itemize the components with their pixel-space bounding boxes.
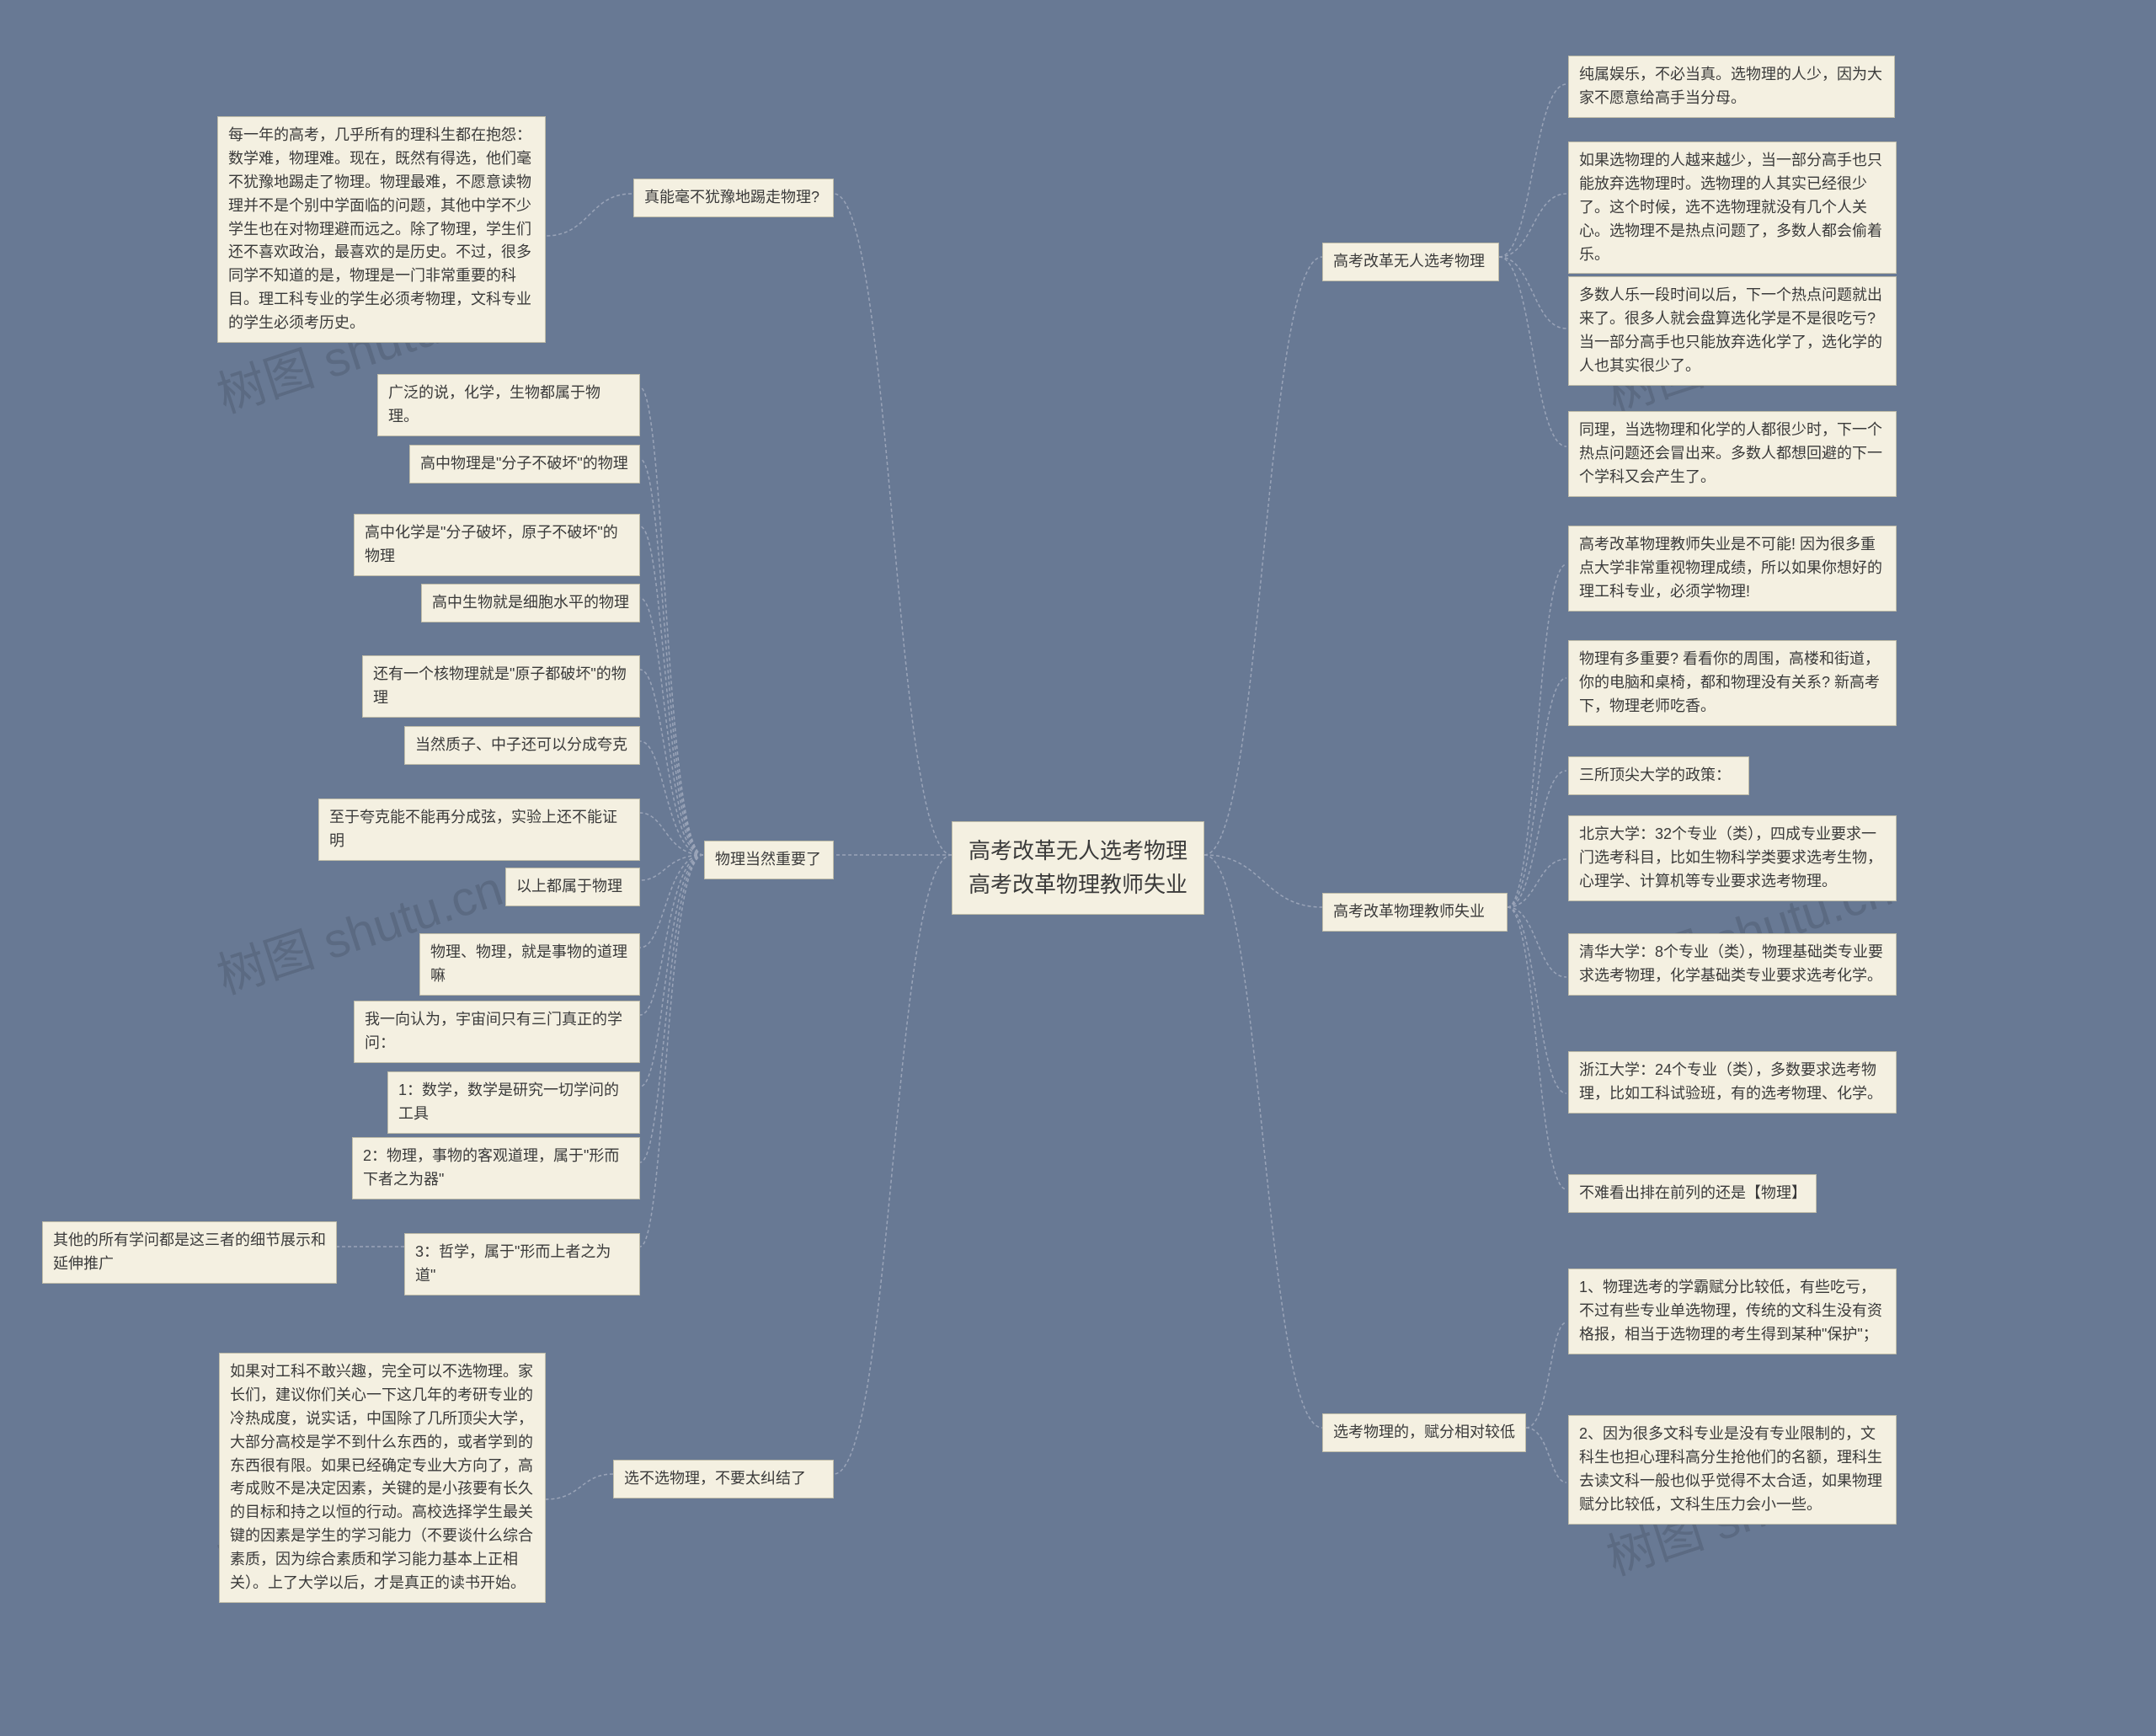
right-1-c: 多数人乐一段时间以后，下一个热点问题就出来了。很多人就会盘算选化学是不是很吃亏?…	[1568, 276, 1897, 386]
left-2-l: 2：物理，事物的客观道理，属于"形而下者之为器"	[352, 1137, 640, 1199]
branch-left-1: 真能毫不犹豫地踢走物理?	[633, 179, 834, 217]
left-2-j: 我一向认为，宇宙间只有三门真正的学问：	[354, 1001, 640, 1063]
left-3-a: 如果对工科不敢兴趣，完全可以不选物理。家长们，建议你们关心一下这几年的考研专业的…	[219, 1353, 546, 1603]
left-2-c: 高中化学是"分子破坏，原子不破坏"的物理	[354, 514, 640, 576]
right-2-f: 浙江大学：24个专业（类），多数要求选考物理，比如工科试验班，有的选考物理、化学…	[1568, 1051, 1897, 1114]
right-1-d: 同理，当选物理和化学的人都很少时，下一个热点问题还会冒出来。多数人都想回避的下一…	[1568, 411, 1897, 497]
branch-right-2: 高考改革物理教师失业	[1322, 893, 1508, 932]
right-2-g: 不难看出排在前列的还是【物理】	[1568, 1174, 1817, 1213]
left-2-e: 还有一个核物理就是"原子都破坏"的物理	[362, 655, 640, 718]
left-2-h: 以上都属于物理	[505, 868, 640, 906]
branch-left-2: 物理当然重要了	[704, 841, 834, 879]
left-2-b: 高中物理是"分子不破坏"的物理	[409, 445, 640, 483]
left-2-d: 高中生物就是细胞水平的物理	[421, 584, 640, 622]
right-2-a: 高考改革物理教师失业是不可能! 因为很多重点大学非常重视物理成绩，所以如果你想好…	[1568, 526, 1897, 612]
center-node: 高考改革无人选考物理 高考改革物理教师失业	[952, 821, 1204, 915]
left-2-a: 广泛的说，化学，生物都属于物理。	[377, 374, 640, 436]
right-2-b: 物理有多重要? 看看你的周围，高楼和街道，你的电脑和桌椅，都和物理没有关系? 新…	[1568, 640, 1897, 726]
left-2-g: 至于夸克能不能再分成弦，实验上还不能证明	[318, 799, 640, 861]
right-2-d: 北京大学：32个专业（类），四成专业要求一门选考科目，比如生物科学类要求选考生物…	[1568, 815, 1897, 901]
left-2-i: 物理、物理，就是事物的道理嘛	[419, 933, 640, 996]
branch-left-3: 选不选物理，不要太纠结了	[613, 1460, 834, 1498]
right-3-a: 1、物理选考的学霸赋分比较低，有些吃亏，不过有些专业单选物理，传统的文科生没有资…	[1568, 1269, 1897, 1354]
left-2-f: 当然质子、中子还可以分成夸克	[404, 726, 640, 765]
branch-right-3: 选考物理的，赋分相对较低	[1322, 1413, 1526, 1452]
right-3-b: 2、因为很多文科专业是没有专业限制的，文科生也担心理科高分生抢他们的名额，理科生…	[1568, 1415, 1897, 1525]
right-2-e: 清华大学：8个专业（类），物理基础类专业要求选考物理，化学基础类专业要求选考化学…	[1568, 933, 1897, 996]
left-2-m-ext: 其他的所有学问都是这三者的细节展示和延伸推广	[42, 1221, 337, 1284]
right-1-a: 纯属娱乐，不必当真。选物理的人少，因为大家不愿意给高手当分母。	[1568, 56, 1895, 118]
left-1-a: 每一年的高考，几乎所有的理科生都在抱怨：数学难，物理难。现在，既然有得选，他们毫…	[217, 116, 546, 343]
right-2-c: 三所顶尖大学的政策：	[1568, 756, 1749, 795]
left-2-m: 3：哲学，属于"形而上者之为道"	[404, 1233, 640, 1295]
left-2-k: 1：数学，数学是研究一切学问的工具	[387, 1071, 640, 1134]
right-1-b: 如果选物理的人越来越少，当一部分高手也只能放弃选物理时。选物理的人其实已经很少了…	[1568, 142, 1897, 274]
branch-right-1: 高考改革无人选考物理	[1322, 243, 1499, 281]
